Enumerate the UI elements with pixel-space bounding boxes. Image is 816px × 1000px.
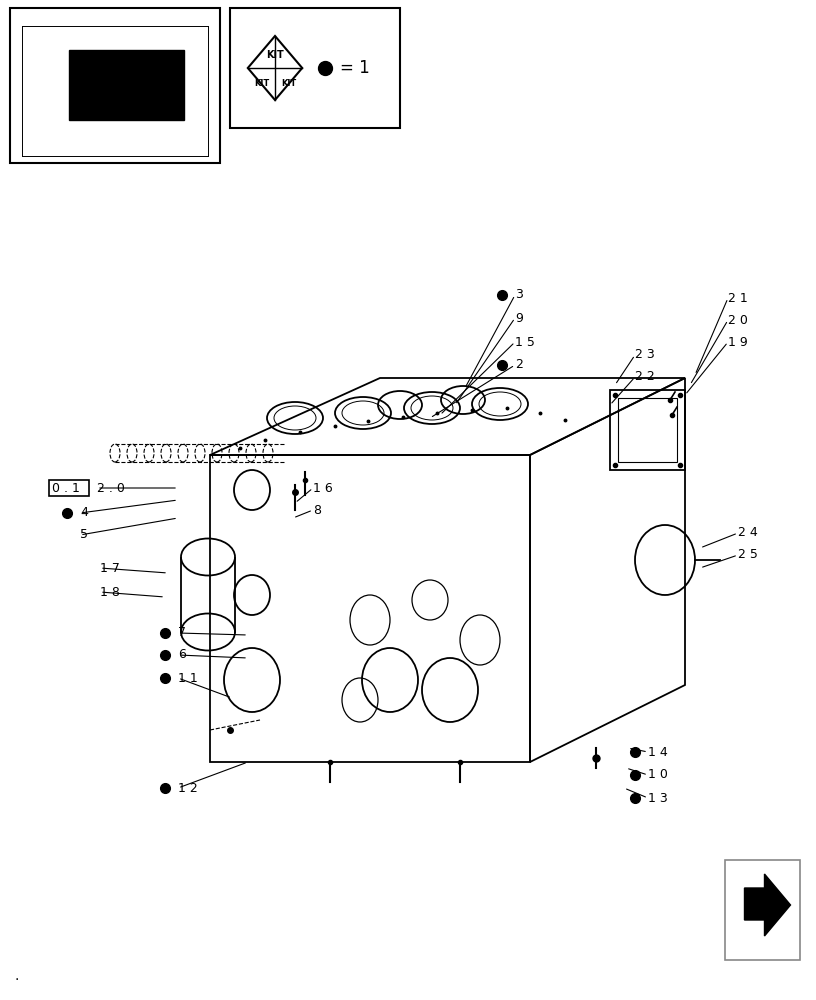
- Text: 1 3: 1 3: [648, 792, 667, 804]
- Polygon shape: [744, 874, 791, 936]
- Text: 4: 4: [80, 506, 88, 520]
- Bar: [618, 398, 677, 462]
- Text: 2: 2: [515, 359, 523, 371]
- Text: .: .: [15, 969, 20, 983]
- Text: 6: 6: [178, 648, 186, 662]
- Text: 1 9: 1 9: [728, 336, 747, 349]
- Text: 2 2: 2 2: [635, 370, 654, 383]
- Text: 8: 8: [313, 504, 321, 516]
- Text: KIT: KIT: [254, 80, 269, 89]
- Text: 2 . 0: 2 . 0: [97, 482, 125, 494]
- Text: 2 1: 2 1: [728, 292, 747, 304]
- Bar: [725, 860, 800, 960]
- Text: 1 6: 1 6: [313, 482, 333, 494]
- Bar: [230, 8, 400, 128]
- Text: 1 1: 1 1: [178, 672, 197, 684]
- Text: 1 5: 1 5: [515, 336, 534, 349]
- Text: 9: 9: [515, 312, 523, 324]
- Bar: [49, 480, 89, 496]
- Text: KIT: KIT: [266, 50, 284, 60]
- Text: 2 5: 2 5: [738, 548, 758, 562]
- Text: 1 4: 1 4: [648, 746, 667, 758]
- Text: 1 7: 1 7: [100, 562, 120, 574]
- Text: 1 8: 1 8: [100, 585, 120, 598]
- Text: = 1: = 1: [340, 59, 370, 77]
- Bar: [10, 8, 220, 163]
- Bar: [69, 50, 184, 120]
- Text: 2 0: 2 0: [728, 314, 748, 326]
- Bar: [610, 390, 685, 470]
- Text: 2 3: 2 3: [635, 349, 654, 361]
- Text: 7: 7: [178, 626, 186, 640]
- Text: 1 2: 1 2: [178, 782, 197, 794]
- Text: 5: 5: [80, 528, 88, 542]
- Text: KIT: KIT: [281, 80, 296, 89]
- Text: 0 . 1: 0 . 1: [52, 482, 80, 494]
- Text: 3: 3: [515, 288, 523, 302]
- Text: 1 0: 1 0: [648, 768, 667, 782]
- Text: 2 4: 2 4: [738, 526, 758, 540]
